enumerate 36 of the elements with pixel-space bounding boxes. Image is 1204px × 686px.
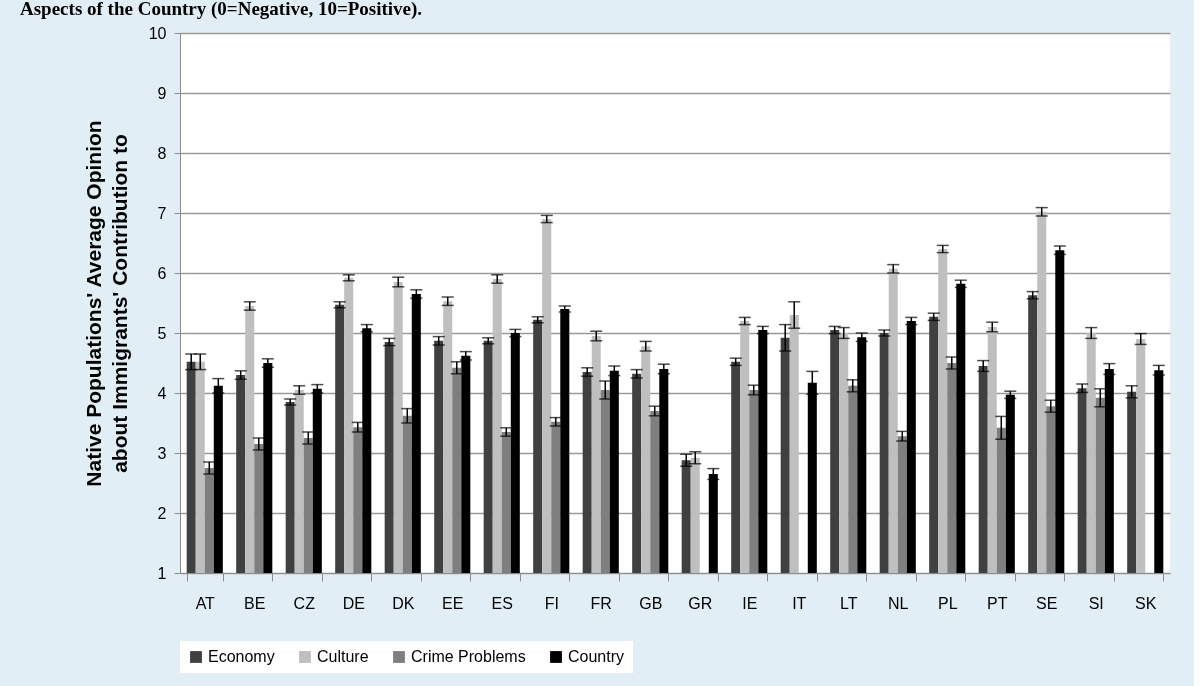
x-tick-label: DK — [392, 594, 415, 612]
y-tick-label: 6 — [157, 264, 167, 282]
y-tick-label: 8 — [157, 144, 167, 162]
x-tick-label: FR — [590, 594, 612, 612]
x-tick-label: AT — [195, 594, 216, 612]
y-tick-label: 3 — [157, 444, 167, 462]
y-tick-label: 1 — [157, 564, 167, 582]
legend-label: Culture — [317, 648, 369, 665]
legend-label: Country — [568, 648, 625, 665]
y-axis-title: Native Populations' Average Opinion about Immigrants' Contribution to — [81, 120, 131, 487]
x-tick-label: IE — [742, 594, 758, 612]
x-tick-label: IT — [792, 594, 807, 612]
x-tick-label: EE — [442, 594, 464, 612]
x-tick-label: ES — [491, 594, 513, 612]
x-tick-label: SE — [1036, 594, 1058, 612]
x-tick-label: CZ — [293, 594, 316, 612]
y-tick-label: 10 — [148, 24, 167, 42]
x-tick-label: FI — [544, 594, 559, 612]
x-tick-label: SK — [1135, 594, 1157, 612]
x-tick-label: DE — [342, 594, 365, 612]
x-tick-label: GB — [639, 594, 663, 612]
y-tick-label: 2 — [157, 504, 167, 522]
x-tick-label: LT — [840, 594, 858, 612]
x-tick-label: NL — [888, 594, 909, 612]
x-tick-label: PL — [937, 594, 958, 612]
x-tick-label: GR — [688, 594, 713, 612]
y-tick-label: 9 — [157, 84, 167, 102]
legend-label: Crime Problems — [411, 648, 526, 665]
y-tick-label: 7 — [157, 204, 167, 222]
x-tick-label: PT — [987, 594, 1008, 612]
x-tick-label: BE — [244, 594, 266, 612]
chart-title: Aspects of the Country (0=Negative, 10=Positive). — [20, 0, 423, 20]
y-tick-label: 4 — [157, 384, 167, 402]
y-tick-label: 5 — [157, 324, 167, 342]
x-tick-label: SI — [1088, 594, 1104, 612]
legend-label: Economy — [208, 648, 275, 665]
